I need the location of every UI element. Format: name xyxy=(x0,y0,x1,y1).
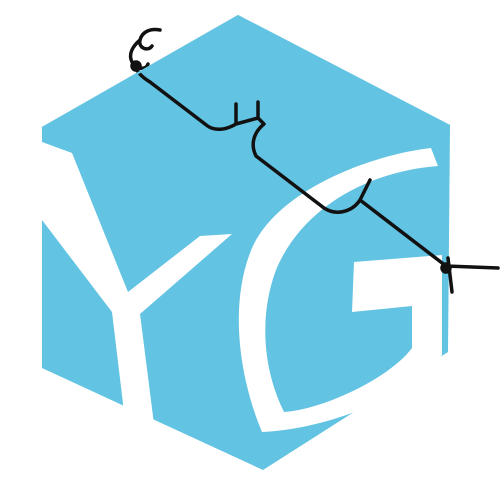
letter-y xyxy=(42,142,232,424)
wire-right-tick xyxy=(446,256,454,294)
wire-right-end xyxy=(444,264,500,270)
wire-drawing xyxy=(128,27,500,294)
wire-main xyxy=(148,80,448,268)
letter-g xyxy=(238,148,442,432)
cube-edge xyxy=(41,14,451,129)
wire-start-knob xyxy=(130,60,142,72)
